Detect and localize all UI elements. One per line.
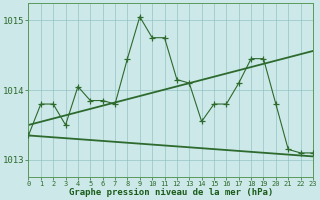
X-axis label: Graphe pression niveau de la mer (hPa): Graphe pression niveau de la mer (hPa)	[68, 188, 273, 197]
